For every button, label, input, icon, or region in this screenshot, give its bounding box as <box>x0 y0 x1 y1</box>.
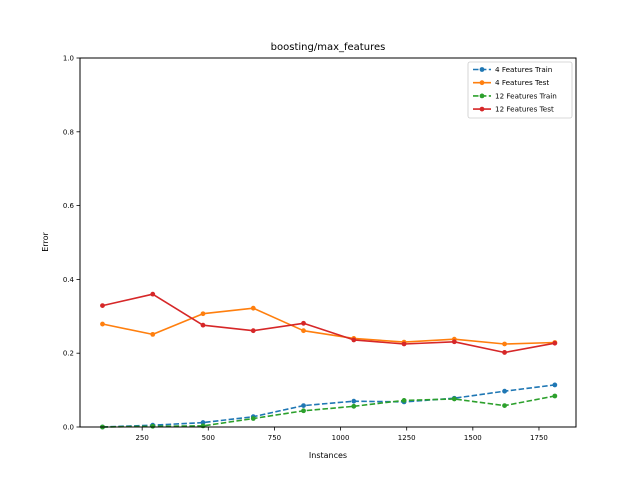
data-point-12-features-test <box>552 340 558 346</box>
data-point-12-features-train <box>401 398 407 403</box>
x-tick-label: 500 <box>202 434 215 442</box>
data-point-12-features-train <box>150 423 156 429</box>
series-layer <box>100 291 558 430</box>
y-tick-label: 0.0 <box>63 424 74 432</box>
data-point-4-features-train <box>552 382 558 388</box>
data-point-12-features-train <box>451 396 457 402</box>
chart-title: boosting/max_features <box>271 42 386 53</box>
data-point-4-features-test <box>100 321 105 327</box>
data-point-12-features-test <box>502 350 507 355</box>
data-point-4-features-test <box>200 311 206 317</box>
series-line-12-features-test <box>102 293 555 354</box>
legend-item: 4 Features Test <box>473 78 549 87</box>
data-point-12-features-test <box>100 303 105 308</box>
y-tick-label: 0.4 <box>63 276 75 284</box>
x-tick-label: 1250 <box>398 434 416 442</box>
legend-label: 4 Features Train <box>495 65 552 74</box>
data-point-12-features-test <box>451 339 457 345</box>
data-point-4-features-test <box>502 341 507 347</box>
y-tick-label: 0.2 <box>63 350 74 358</box>
legend-box <box>467 61 573 119</box>
legend-label: 12 Features Test <box>495 105 554 114</box>
plot-frame <box>79 57 577 428</box>
legend: 4 Features Train 4 Features Test 12 Featur… <box>467 61 573 119</box>
x-tick-label: 1000 <box>332 434 350 442</box>
y-tick-label: 0.8 <box>63 128 74 136</box>
data-point-4-features-train <box>200 420 206 425</box>
data-point-12-features-train <box>200 423 206 429</box>
x-axis-label: Instances <box>309 451 347 460</box>
data-point-4-features-train <box>351 398 357 404</box>
y-tick-label: 1.0 <box>63 55 74 63</box>
data-point-12-features-train <box>502 403 507 408</box>
x-tick-label: 1750 <box>530 434 548 442</box>
legend-item: 12 Features Test <box>473 105 554 114</box>
legend-item: 4 Features Train <box>473 65 552 74</box>
series-line-12-features-train <box>102 395 555 428</box>
y-tick-label: 0.6 <box>63 202 75 210</box>
x-tick-label: 1500 <box>464 434 482 442</box>
data-point-12-features-train <box>301 408 306 414</box>
data-point-12-features-test <box>301 320 306 326</box>
y-axis-label: Error <box>41 232 50 252</box>
legend-swatch-marker <box>479 93 485 99</box>
data-point-4-features-train <box>301 403 306 408</box>
legend-item: 12 Features Train <box>473 91 557 100</box>
legend-label: 12 Features Train <box>495 91 557 100</box>
data-point-4-features-test <box>150 331 156 337</box>
legend-swatch-marker <box>479 67 485 72</box>
x-tick-label: 250 <box>135 434 148 442</box>
data-point-12-features-test <box>401 341 407 347</box>
data-point-4-features-test <box>301 328 306 334</box>
legend-swatch-marker <box>479 80 485 86</box>
x-tick-label: 750 <box>268 434 281 442</box>
legend-swatch-marker <box>479 106 485 112</box>
data-point-4-features-train <box>502 388 507 394</box>
data-point-12-features-test <box>200 322 206 328</box>
series-line-4-features-train <box>102 384 555 428</box>
data-point-12-features-train <box>250 416 256 421</box>
data-point-12-features-test <box>250 328 256 334</box>
data-point-12-features-train <box>552 393 558 399</box>
data-point-12-features-train <box>351 403 357 409</box>
legend-label: 4 Features Test <box>495 78 549 87</box>
data-point-12-features-test <box>351 337 357 343</box>
data-point-4-features-test <box>250 305 256 311</box>
data-point-12-features-test <box>150 291 156 297</box>
series-line-4-features-test <box>102 307 555 345</box>
axes: 250 500 750 1000 1250 1500 1750 0.0 0.2 0.4 0.6 0.8… <box>63 55 548 443</box>
